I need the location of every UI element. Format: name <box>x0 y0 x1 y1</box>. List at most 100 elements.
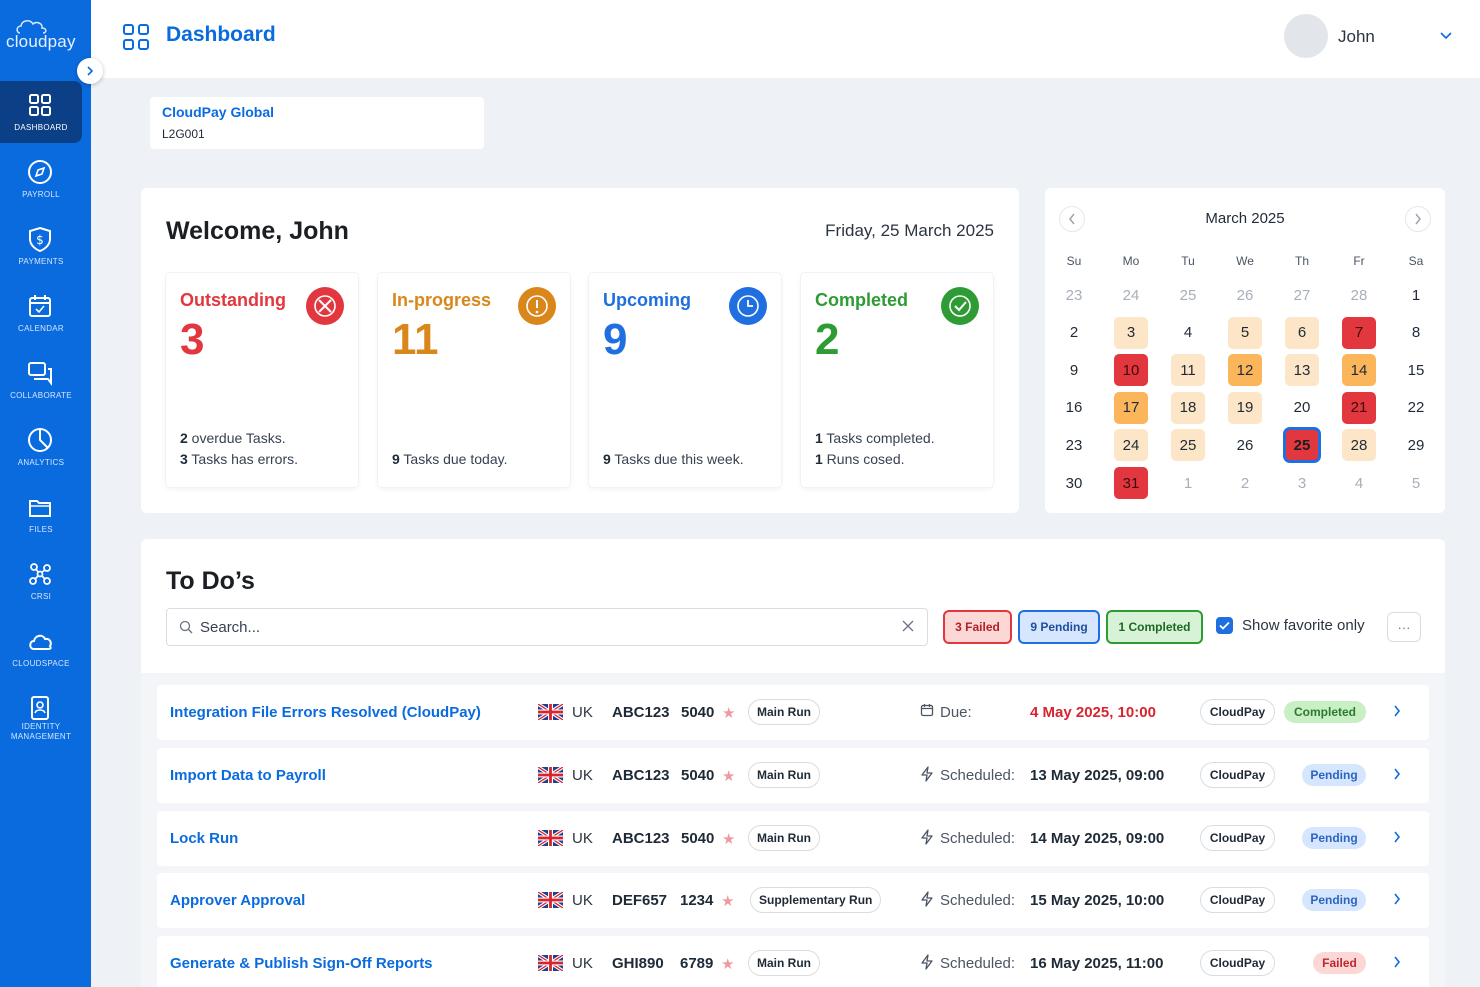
calendar-day-today[interactable]: 25 <box>1283 427 1321 464</box>
calendar-day[interactable]: 22 <box>1407 399 1425 417</box>
calendar-day[interactable]: 29 <box>1407 436 1425 454</box>
calendar-day[interactable]: 19 <box>1228 391 1262 424</box>
calendar-day[interactable]: 30 <box>1065 474 1083 492</box>
favorite-star-icon[interactable]: ★ <box>721 893 735 911</box>
calendar-day[interactable]: 9 <box>1069 361 1079 379</box>
calendar-day[interactable]: 31 <box>1114 467 1148 499</box>
calendar-day[interactable]: 10 <box>1114 354 1148 387</box>
task-title[interactable]: Integration File Errors Resolved (CloudP… <box>170 704 481 721</box>
favorite-star-icon[interactable]: ★ <box>721 956 735 974</box>
sidebar-item-crsi[interactable]: CRSI <box>0 550 82 612</box>
stat-card-upcoming[interactable]: Upcoming 9 9 Tasks due this week. <box>589 273 781 487</box>
calendar-day[interactable]: 14 <box>1342 354 1376 387</box>
calendar-day[interactable]: 3 <box>1114 316 1148 349</box>
task-title[interactable]: Approver Approval <box>170 892 306 910</box>
sidebar-nav: DASHBOARD PAYROLL $ PAYMENTS CALENDAR COLLABO… <box>0 81 91 751</box>
sidebar-item-analytics[interactable]: ANALYTICS <box>0 416 82 478</box>
calendar-day[interactable]: 17 <box>1114 391 1148 424</box>
todo-row[interactable]: Import Data to Payroll UK ABC123 5040 ★ Main … <box>157 747 1429 803</box>
sidebar-item-cloudspace[interactable]: CLOUDSPACE <box>0 617 82 679</box>
avatar[interactable] <box>1284 14 1328 58</box>
sidebar-collapse-button[interactable] <box>77 58 103 84</box>
calendar-day[interactable]: 18 <box>1171 391 1205 424</box>
calendar-day[interactable]: 2 <box>1069 324 1079 342</box>
sidebar-item-calendar[interactable]: CALENDAR <box>0 282 82 344</box>
calendar-day[interactable]: 28 <box>1342 429 1376 462</box>
calendar-day[interactable]: 2 <box>1240 474 1250 492</box>
calendar-day[interactable]: 26 <box>1236 436 1254 454</box>
calendar-day[interactable]: 1 <box>1183 474 1193 492</box>
more-options-button[interactable]: ··· <box>1387 612 1421 642</box>
stat-card-completed[interactable]: Completed 2 1 Tasks completed. 1 Runs cosed… <box>801 273 993 487</box>
calendar-day[interactable]: 15 <box>1407 361 1425 379</box>
clear-search-icon[interactable] <box>901 619 915 633</box>
calendar-day[interactable]: 12 <box>1228 354 1262 387</box>
calendar-day[interactable]: 13 <box>1285 354 1319 387</box>
organization-selector[interactable]: CloudPay Global L2G001 <box>150 97 484 149</box>
stat-card-outstanding[interactable]: Outstanding 3 2 overdue Tasks. 3 Tasks has … <box>166 273 358 487</box>
task-title[interactable]: Lock Run <box>170 829 239 847</box>
filter-completed-chip[interactable]: 1 Completed <box>1106 610 1203 644</box>
entity-number: 5040 <box>681 766 715 784</box>
calendar-day[interactable]: 23 <box>1065 286 1083 304</box>
favorite-star-icon[interactable]: ★ <box>722 767 736 785</box>
user-name[interactable]: John <box>1338 27 1375 46</box>
todo-row[interactable]: Approver Approval UK DEF657 1234 ★ Supplement… <box>157 873 1429 929</box>
favorite-checkbox[interactable] <box>1216 617 1233 634</box>
chevron-right-icon[interactable] <box>1392 767 1402 786</box>
compass-icon <box>28 160 52 184</box>
filter-failed-chip[interactable]: 3 Failed <box>943 610 1012 644</box>
sidebar-item-collaborate[interactable]: COLLABORATE <box>0 349 82 411</box>
chevron-right-icon[interactable] <box>1392 830 1402 849</box>
calendar-day[interactable]: 26 <box>1236 286 1254 304</box>
sidebar-item-dashboard[interactable]: DASHBOARD <box>0 81 82 143</box>
calendar-day[interactable]: 5 <box>1411 474 1421 492</box>
uk-flag-icon <box>537 953 564 973</box>
todo-search-input[interactable]: Search... <box>166 608 928 646</box>
calendar-day[interactable]: 7 <box>1342 316 1376 349</box>
country-code: UK <box>572 829 593 847</box>
calendar-day[interactable]: 25 <box>1171 429 1205 462</box>
calendar-day[interactable]: 5 <box>1228 316 1262 349</box>
calendar-day[interactable]: 28 <box>1350 286 1368 304</box>
calendar-day[interactable]: 16 <box>1065 399 1083 417</box>
todo-row[interactable]: Lock Run UK ABC123 5040 ★ Main Run Scheduled: 1… <box>157 810 1429 866</box>
calendar-day[interactable]: 3 <box>1297 474 1307 492</box>
chevron-right-icon[interactable] <box>1392 704 1402 723</box>
sidebar-item-payroll[interactable]: PAYROLL <box>0 148 82 210</box>
favorite-star-icon[interactable]: ★ <box>722 830 736 848</box>
todo-row[interactable]: Integration File Errors Resolved (CloudP… <box>157 685 1429 740</box>
task-title[interactable]: Generate & Publish Sign-Off Reports <box>170 955 433 973</box>
calendar-day[interactable]: 27 <box>1293 286 1311 304</box>
country-code: UK <box>572 892 593 910</box>
calendar-next-button[interactable] <box>1405 206 1431 232</box>
calendar-day[interactable]: 4 <box>1183 324 1193 342</box>
calendar-day[interactable]: 24 <box>1122 286 1140 304</box>
calendar-day[interactable]: 1 <box>1411 286 1421 304</box>
sidebar-item-payments[interactable]: $ PAYMENTS <box>0 215 82 277</box>
filter-pending-chip[interactable]: 9 Pending <box>1018 610 1100 644</box>
favorite-star-icon[interactable]: ★ <box>722 705 736 722</box>
cloudpay-logo[interactable]: cloudpay <box>6 18 86 58</box>
stat-footer: 9 Tasks due this week. <box>603 449 744 470</box>
uk-flag-icon <box>537 702 564 722</box>
chevron-down-icon[interactable] <box>1439 30 1453 40</box>
sidebar-item-files[interactable]: FILES <box>0 483 82 545</box>
stat-card-in-progress[interactable]: In-progress 11 9 Tasks due today. <box>378 273 570 487</box>
chevron-right-icon[interactable] <box>1392 892 1402 911</box>
calendar-day[interactable]: 25 <box>1179 286 1197 304</box>
todo-row[interactable]: Generate & Publish Sign-Off Reports UK GHI… <box>157 936 1429 987</box>
calendar-day[interactable]: 4 <box>1354 474 1364 492</box>
calendar-day[interactable]: 11 <box>1171 354 1205 387</box>
calendar-day[interactable]: 8 <box>1411 324 1421 342</box>
sidebar-item-identity-management[interactable]: IDENTITY MANAGEMENT <box>0 684 82 746</box>
chevron-right-icon[interactable] <box>1392 955 1402 974</box>
task-title[interactable]: Import Data to Payroll <box>170 766 326 784</box>
favorite-toggle[interactable]: Show favorite only <box>1216 617 1365 634</box>
calendar-day[interactable]: 24 <box>1114 429 1148 462</box>
calendar-day[interactable]: 20 <box>1293 399 1311 417</box>
calendar-day[interactable]: 6 <box>1285 316 1319 349</box>
calendar-day[interactable]: 23 <box>1065 436 1083 454</box>
calendar-day[interactable]: 21 <box>1342 391 1376 424</box>
calendar-prev-button[interactable] <box>1059 206 1085 232</box>
